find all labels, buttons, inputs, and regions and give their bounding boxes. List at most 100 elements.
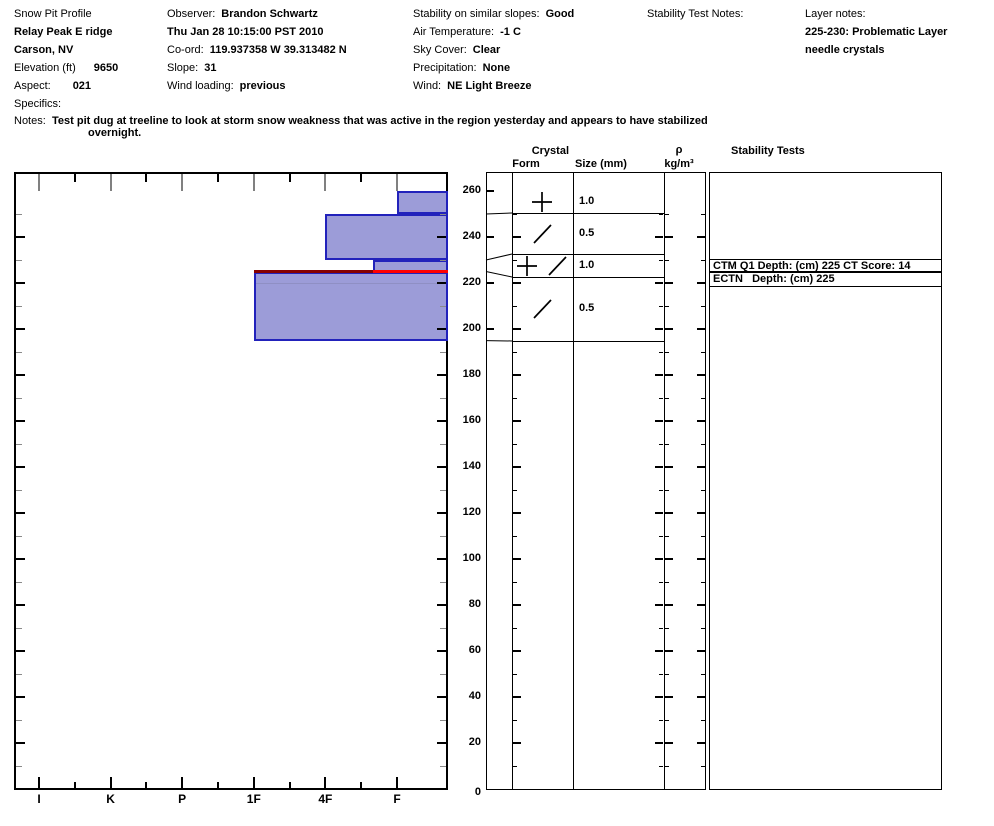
depth-tick bbox=[665, 328, 673, 331]
depth-tick bbox=[665, 374, 673, 377]
depth-axis-label: 220 bbox=[462, 276, 481, 288]
depth-tick bbox=[665, 420, 673, 423]
field-value: Brandon Schwartz bbox=[221, 8, 318, 20]
depth-tick bbox=[513, 720, 517, 722]
grain-size-value: 0.5 bbox=[579, 226, 595, 239]
header-line: Specifics: bbox=[14, 98, 61, 110]
depth-tick bbox=[437, 742, 446, 745]
hardness-gridtick-top bbox=[109, 174, 112, 191]
depth-axis-label: 60 bbox=[468, 644, 481, 657]
header-line: Observer: Brandon Schwartz bbox=[167, 8, 318, 20]
depth-tick bbox=[513, 696, 521, 699]
header-line: Stability on similar slopes: Good bbox=[413, 8, 574, 20]
depth-tick bbox=[440, 582, 446, 584]
layer-row-divider bbox=[512, 213, 664, 214]
grain-form-plus-icon bbox=[532, 192, 552, 212]
depth-tick bbox=[16, 558, 25, 561]
depth-tick bbox=[701, 536, 705, 538]
depth-tick bbox=[513, 236, 521, 238]
column-header-size: Size (mm) bbox=[575, 158, 627, 170]
depth-tick bbox=[437, 558, 446, 561]
column-header-crystal: Crystal bbox=[531, 145, 569, 157]
depth-tick bbox=[513, 466, 521, 469]
field-value: None bbox=[482, 62, 511, 74]
depth-tick bbox=[487, 190, 494, 192]
depth-tick bbox=[440, 306, 446, 308]
depth-tick bbox=[437, 420, 446, 423]
depth-tick bbox=[487, 328, 494, 331]
hardness-minor-tick-bottom bbox=[288, 782, 291, 788]
header-line: Thu Jan 28 10:15:00 PST 2010 bbox=[167, 26, 324, 38]
layer-connector-lines bbox=[485, 212, 513, 342]
hardness-gridtick-top bbox=[181, 174, 184, 191]
header-line: Co-ord: 119.937358 W 39.313482 N bbox=[167, 44, 347, 56]
depth-tick bbox=[440, 628, 446, 630]
depth-tick bbox=[440, 766, 446, 768]
depth-tick bbox=[697, 696, 705, 699]
depth-tick bbox=[659, 766, 663, 768]
depth-tick bbox=[665, 696, 673, 699]
depth-tick bbox=[701, 444, 705, 446]
depth-tick bbox=[701, 490, 705, 492]
depth-tick bbox=[697, 282, 705, 284]
field-label: Layer notes: bbox=[805, 8, 866, 20]
depth-tick bbox=[655, 466, 663, 469]
hardness-gridtick-top bbox=[324, 174, 327, 191]
field-label: Wind: bbox=[413, 80, 442, 92]
grain-size-value: 1.0 bbox=[579, 258, 595, 271]
grain-size-column bbox=[573, 172, 664, 790]
depth-tick bbox=[655, 328, 663, 331]
depth-axis-label: 200 bbox=[462, 322, 481, 335]
field-label: Slope: bbox=[167, 62, 199, 74]
field-value: 31 bbox=[204, 62, 217, 74]
depth-tick bbox=[16, 444, 22, 446]
depth-tick bbox=[701, 398, 705, 400]
header-line: Relay Peak E ridge bbox=[14, 26, 112, 38]
depth-connector-column bbox=[486, 172, 512, 790]
depth-tick bbox=[440, 720, 446, 722]
depth-tick bbox=[513, 650, 521, 653]
column-header-form: Form bbox=[512, 158, 540, 170]
header-line: Stability Test Notes: bbox=[647, 8, 743, 20]
hardness-gridtick-top bbox=[252, 174, 255, 191]
column-header-density-rho: ρ bbox=[675, 144, 683, 156]
depth-tick bbox=[701, 674, 705, 676]
header-line: Snow Pit Profile bbox=[14, 8, 92, 20]
depth-tick bbox=[655, 604, 663, 607]
depth-tick bbox=[701, 214, 705, 215]
field-value: NE Light Breeze bbox=[447, 80, 532, 92]
stability-test-row: CTM Q1 Depth: (cm) 225 CT Score: 14 bbox=[709, 259, 942, 272]
field-label: Snow Pit Profile bbox=[14, 8, 92, 20]
depth-tick bbox=[16, 466, 25, 469]
depth-tick bbox=[701, 582, 705, 584]
depth-tick bbox=[16, 420, 25, 423]
depth-tick bbox=[513, 512, 521, 515]
field-value: 225-230: Problematic Layer bbox=[805, 26, 948, 38]
field-label: Air Temperature: bbox=[413, 26, 495, 38]
weak-layer-line-dark bbox=[253, 270, 374, 273]
depth-tick bbox=[701, 352, 705, 354]
grain-size-value: 0.5 bbox=[579, 302, 595, 314]
depth-tick bbox=[697, 328, 705, 331]
hardness-axis-label: F bbox=[393, 792, 401, 806]
depth-tick bbox=[659, 306, 663, 308]
crystal-form-column bbox=[512, 172, 573, 790]
depth-tick bbox=[440, 398, 446, 400]
depth-tick bbox=[659, 628, 663, 630]
depth-tick bbox=[697, 604, 705, 607]
depth-tick bbox=[655, 374, 663, 377]
depth-tick bbox=[665, 650, 673, 653]
depth-tick bbox=[513, 260, 517, 261]
field-label: Specifics: bbox=[14, 98, 62, 110]
depth-tick bbox=[655, 558, 663, 561]
depth-tick bbox=[16, 374, 25, 377]
field-value: Thu Jan 28 10:15:00 PST 2010 bbox=[167, 26, 324, 38]
depth-tick bbox=[659, 720, 663, 722]
depth-tick bbox=[513, 328, 521, 331]
notes-text-line2: overnight. bbox=[88, 127, 142, 139]
depth-tick bbox=[437, 328, 446, 331]
density-column bbox=[664, 172, 706, 790]
depth-tick bbox=[513, 444, 517, 446]
hardness-minor-tick-top bbox=[288, 174, 291, 182]
